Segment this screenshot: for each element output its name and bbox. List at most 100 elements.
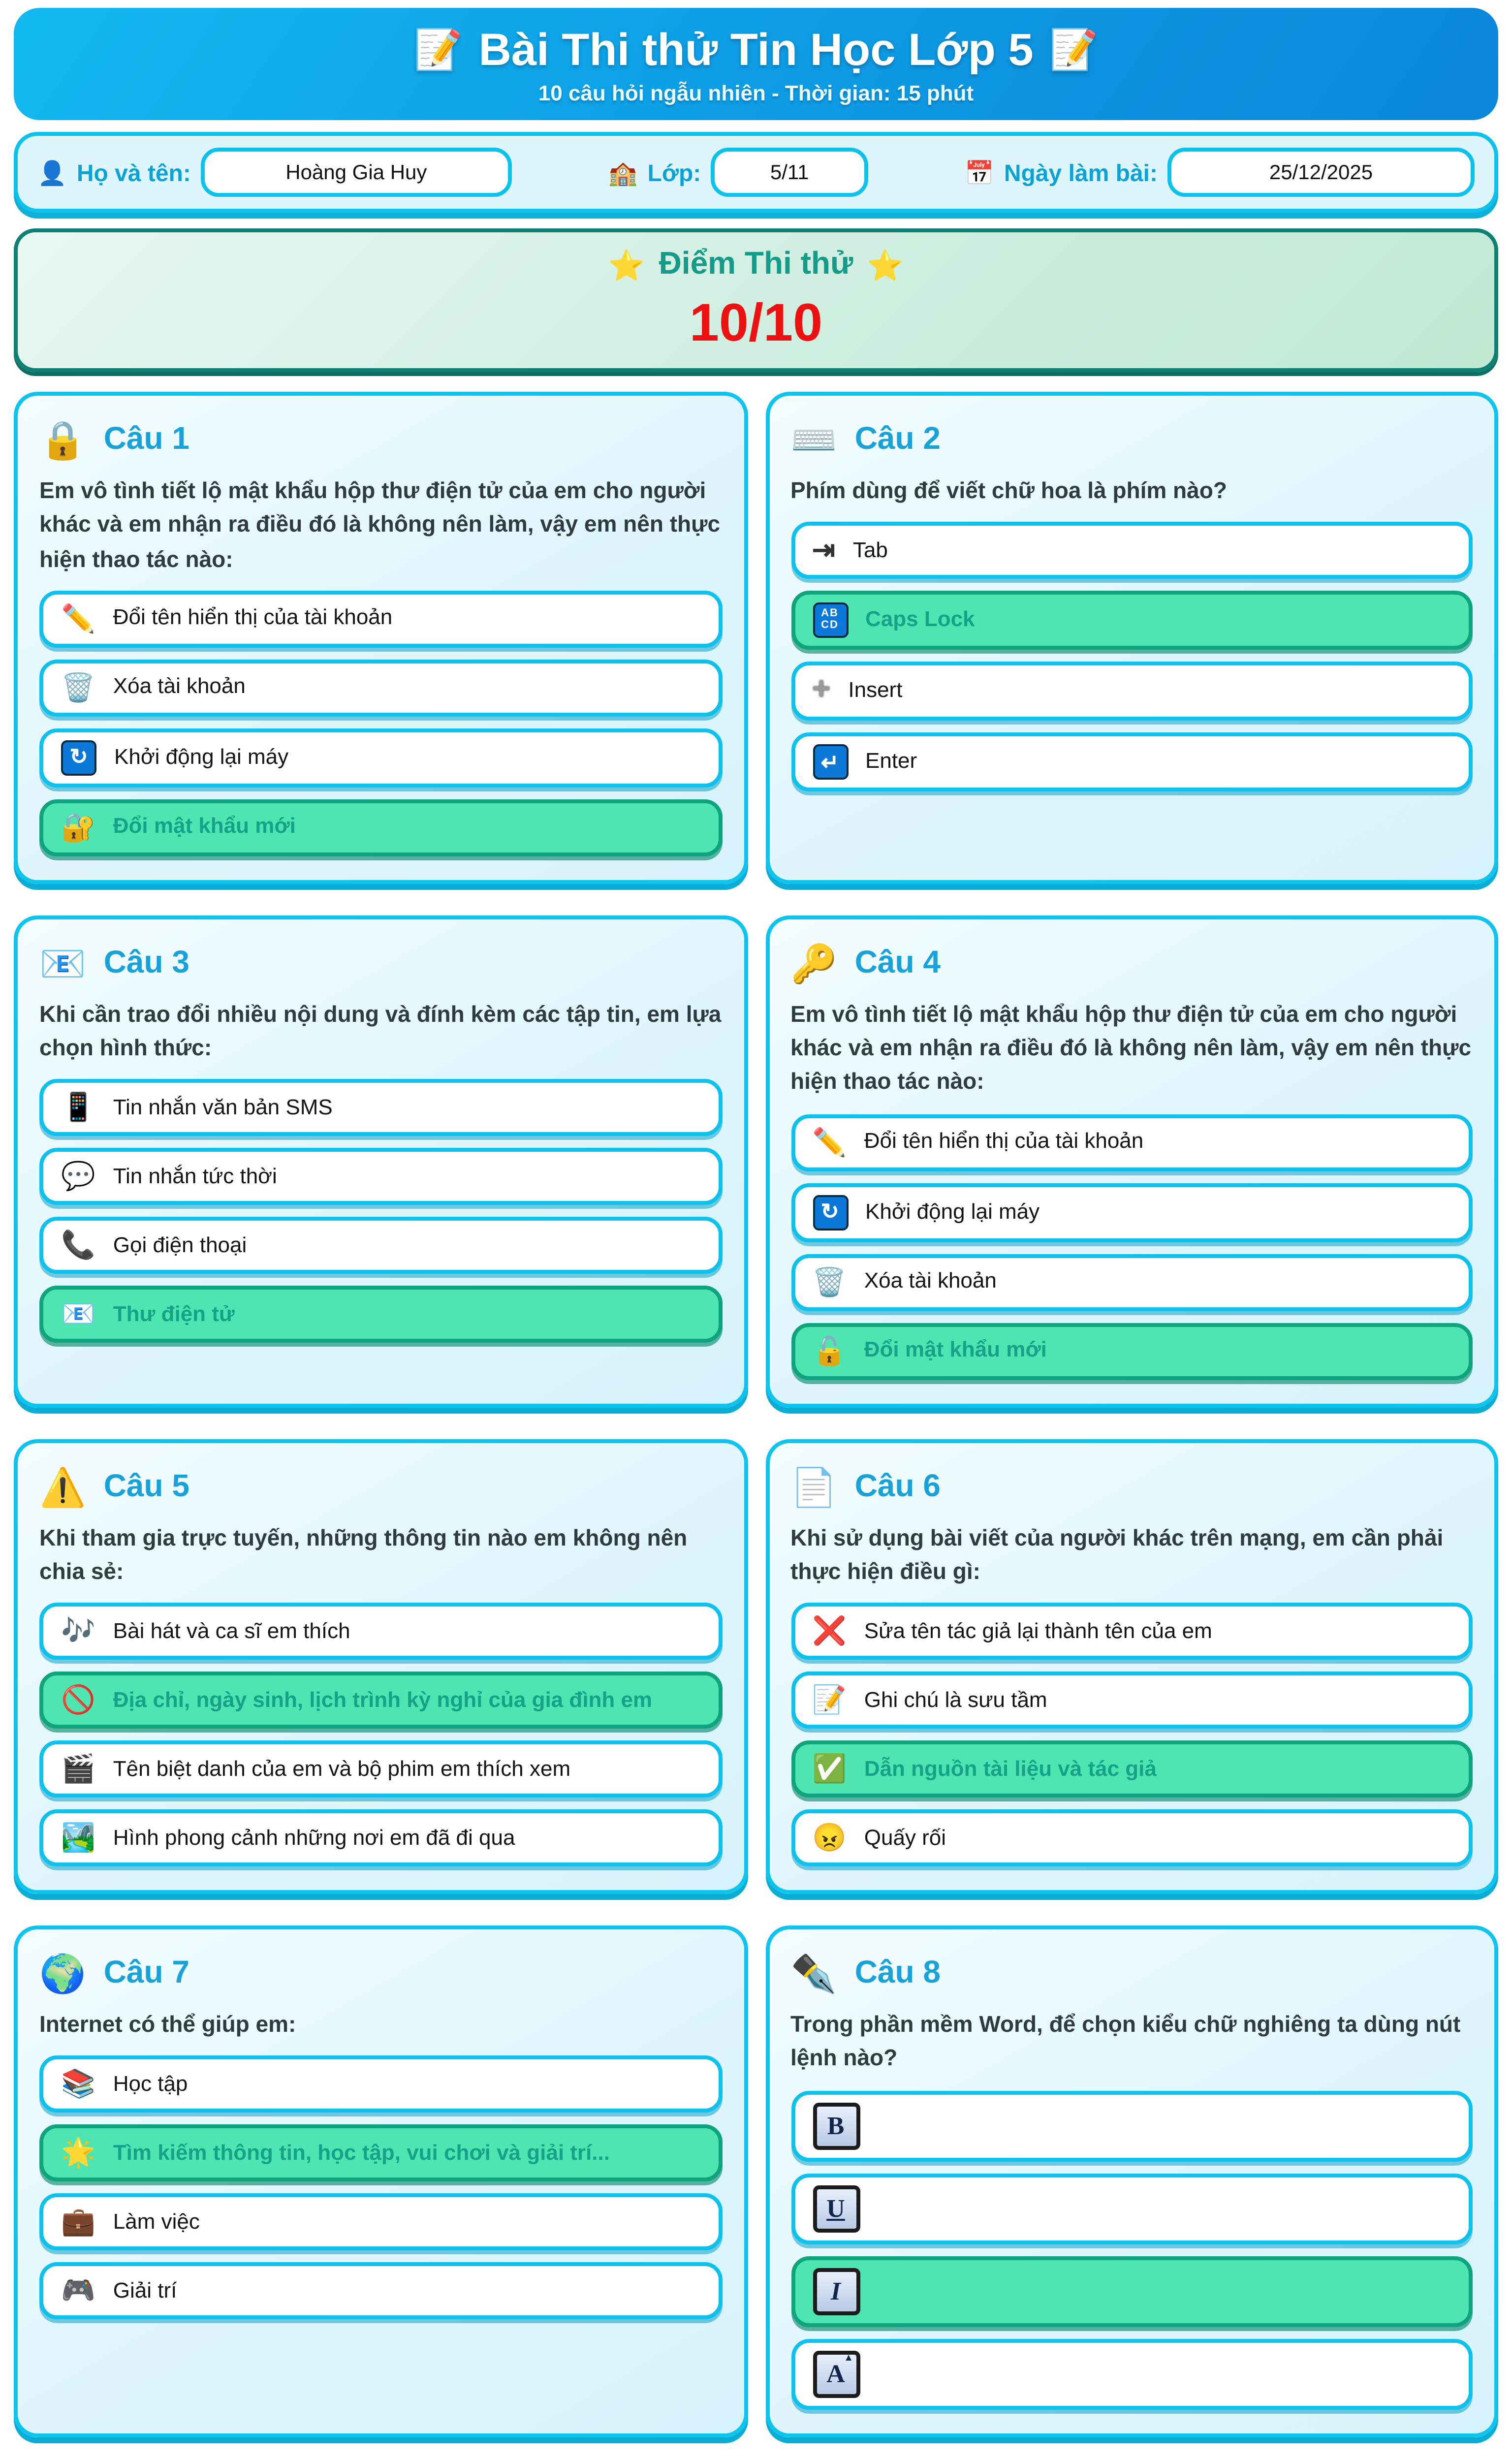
answer-option[interactable]: ✏️ Đổi tên hiển thị của tài khoản [39, 590, 722, 647]
answer-option[interactable]: 📝 Ghi chú là sưu tầm [790, 1672, 1473, 1729]
answer-option-selected[interactable]: 📧 Thư điện tử [39, 1286, 722, 1343]
option-label: Sửa tên tác giả lại thành tên của em [864, 1619, 1212, 1643]
option-label: Insert [848, 680, 903, 703]
star-icon: ⭐ [867, 249, 904, 283]
score-value: 10/10 [689, 292, 823, 351]
answer-option-selected[interactable]: I [790, 2255, 1473, 2326]
question-card-7: 🌍 Câu 7 Internet có thể giúp em: 📚 Học tập 🌟 T… [14, 1925, 747, 2436]
answer-option[interactable]: ⇥ Tab [790, 522, 1473, 579]
lock-with-key-icon: 🔐 [61, 811, 95, 842]
underline-button-icon: U [812, 2184, 859, 2232]
answer-option[interactable]: 😠 Quấy rối [790, 1809, 1473, 1866]
answer-option[interactable]: 🗑️ Xóa tài khoản [39, 659, 722, 716]
option-label: Tab [852, 539, 888, 563]
answer-option-selected[interactable]: 🌟 Tìm kiếm thông tin, học tập, vui chơi v… [39, 2125, 722, 2182]
answer-option[interactable]: 🗑️ Xóa tài khoản [790, 1253, 1473, 1310]
memo-icon: 📝 [1049, 29, 1099, 72]
clapper-board-icon: 🎬 [61, 1752, 95, 1784]
answer-option-selected[interactable]: 🚫 Địa chỉ, ngày sinh, lịch trình kỳ nghỉ … [39, 1672, 722, 1729]
answer-option[interactable]: 🎶 Bài hát và ca sĩ em thích [39, 1603, 722, 1660]
question-card-5: ⚠️ Câu 5 Khi tham gia trực tuyến, những th… [14, 1438, 747, 1894]
name-group: 👤 Họ và tên: [37, 148, 512, 197]
option-label: Đổi mật khẩu mới [864, 1339, 1047, 1362]
option-label: Tin nhắn văn bản SMS [113, 1096, 333, 1120]
answer-option[interactable]: 🏞️ Hình phong cảnh những nơi em đã đi qua [39, 1809, 722, 1866]
option-label: Làm việc [113, 2210, 200, 2234]
answer-option-selected[interactable]: 🔓 Đổi mật khẩu mới [790, 1322, 1473, 1379]
warning-icon: ⚠️ [39, 1468, 86, 1509]
answer-option[interactable]: U [790, 2173, 1473, 2243]
landscape-icon: 🏞️ [61, 1821, 95, 1853]
keyboard-icon: ⌨️ [790, 421, 837, 463]
pencil-icon: ✏️ [61, 602, 95, 633]
question-card-8: ✒️ Câu 8 Trong phần mềm Word, để chọn kiểu… [765, 1925, 1498, 2436]
person-icon: 👤 [37, 158, 67, 186]
answer-option[interactable]: ✏️ Đổi tên hiển thị của tài khoản [790, 1113, 1473, 1170]
caps-lock-icon: AB CD [812, 603, 848, 638]
answer-option[interactable]: 📞 Gọi điện thoại [39, 1217, 722, 1274]
speech-balloon-icon: 💬 [61, 1160, 95, 1192]
answer-option[interactable]: 📱 Tin nhắn văn bản SMS [39, 1079, 722, 1136]
option-label: Đổi mật khẩu mới [113, 816, 296, 839]
option-label: Ghi chú là sưu tầm [864, 1688, 1047, 1712]
answer-option-selected[interactable]: AB CD Caps Lock [790, 591, 1473, 650]
option-label: Tin nhắn tức thời [113, 1165, 277, 1189]
name-label: Họ và tên: [76, 158, 191, 186]
app-header: 📝 Bài Thi thử Tin Học Lớp 5 📝 10 câu hỏi… [14, 8, 1498, 120]
question-number: Câu 7 [103, 1957, 189, 1990]
question-header: 📧 Câu 3 [39, 941, 722, 988]
option-label: Gọi điện thoại [113, 1234, 247, 1258]
email-icon: 📧 [61, 1298, 95, 1329]
question-header: 🌍 Câu 7 [39, 1951, 722, 1998]
option-label: Địa chỉ, ngày sinh, lịch trình kỳ nghỉ c… [113, 1688, 653, 1712]
question-header: ✒️ Câu 8 [790, 1951, 1473, 1998]
name-input[interactable] [200, 148, 512, 197]
option-label: Giải trí [113, 2279, 177, 2303]
question-number: Câu 6 [854, 1470, 941, 1503]
answer-option[interactable]: 🎬 Tên biệt danh của em và bộ phim em thíc… [39, 1740, 722, 1798]
answer-option[interactable]: 📚 Học tập [39, 2056, 722, 2113]
italic-button-icon: I [812, 2267, 859, 2314]
option-label: Tên biệt danh của em và bộ phim em thích… [113, 1757, 571, 1781]
tab-key-icon: ⇥ [812, 534, 835, 566]
answer-option[interactable]: 💬 Tin nhắn tức thời [39, 1148, 722, 1205]
answer-option[interactable]: 🎮 Giải trí [39, 2263, 722, 2320]
answer-option[interactable]: A ▲ [790, 2338, 1473, 2409]
question-text: Khi cần trao đổi nhiều nội dung và đính … [39, 1004, 722, 1061]
answer-option[interactable]: + Insert [790, 662, 1473, 721]
music-notes-icon: 🎶 [61, 1614, 95, 1646]
question-header: ⚠️ Câu 5 [39, 1464, 722, 1511]
answer-option[interactable]: ❌ Sửa tên tác giả lại thành tên của em [790, 1603, 1473, 1660]
angry-face-icon: 😠 [812, 1821, 847, 1853]
question-header: ⌨️ Câu 2 [790, 417, 1473, 465]
option-label: Xóa tài khoản [864, 1270, 997, 1294]
globe-icon: 🌍 [39, 1955, 86, 1996]
pen-nib-icon: ✒️ [790, 1955, 837, 1996]
answer-option-selected[interactable]: ✅ Dẫn nguồn tài liệu và tác giả [790, 1740, 1473, 1798]
answer-option[interactable]: ↵ Enter [790, 733, 1473, 792]
question-card-1: 🔒 Câu 1 Em vô tình tiết lộ mật khẩu hộp th… [14, 392, 747, 883]
option-label: Học tập [113, 2073, 188, 2096]
answer-option[interactable]: ↻ Khởi động lại máy [790, 1182, 1473, 1241]
option-label: Tìm kiếm thông tin, học tập, vui chơi và… [113, 2142, 610, 2165]
cross-mark-icon: ❌ [812, 1614, 847, 1646]
game-controller-icon: 🎮 [61, 2274, 95, 2306]
class-input[interactable] [711, 148, 869, 197]
restart-icon: ↻ [812, 1194, 848, 1230]
date-input[interactable] [1167, 148, 1475, 197]
option-label: Khởi động lại máy [865, 1200, 1040, 1224]
option-label: Hình phong cảnh những nơi em đã đi qua [113, 1826, 515, 1850]
lock-icon: 🔒 [39, 421, 86, 463]
question-card-2: ⌨️ Câu 2 Phím dùng để viết chữ hoa là phím… [765, 392, 1498, 883]
enter-key-icon: ↵ [812, 745, 848, 780]
wastebasket-icon: 🗑️ [812, 1265, 847, 1296]
question-card-4: 🔑 Câu 4 Em vô tình tiết lộ mật khẩu hộp th… [765, 915, 1498, 1407]
answer-option-selected[interactable]: 🔐 Đổi mật khẩu mới [39, 799, 722, 856]
question-header: 🔑 Câu 4 [790, 941, 1473, 988]
answer-option[interactable]: ↻ Khởi động lại máy [39, 728, 722, 787]
answer-option[interactable]: B [790, 2090, 1473, 2161]
questions-grid: 🔒 Câu 1 Em vô tình tiết lộ mật khẩu hộp th… [14, 392, 1498, 2461]
answer-option[interactable]: 💼 Làm việc [39, 2194, 722, 2251]
question-number: Câu 8 [854, 1957, 941, 1990]
